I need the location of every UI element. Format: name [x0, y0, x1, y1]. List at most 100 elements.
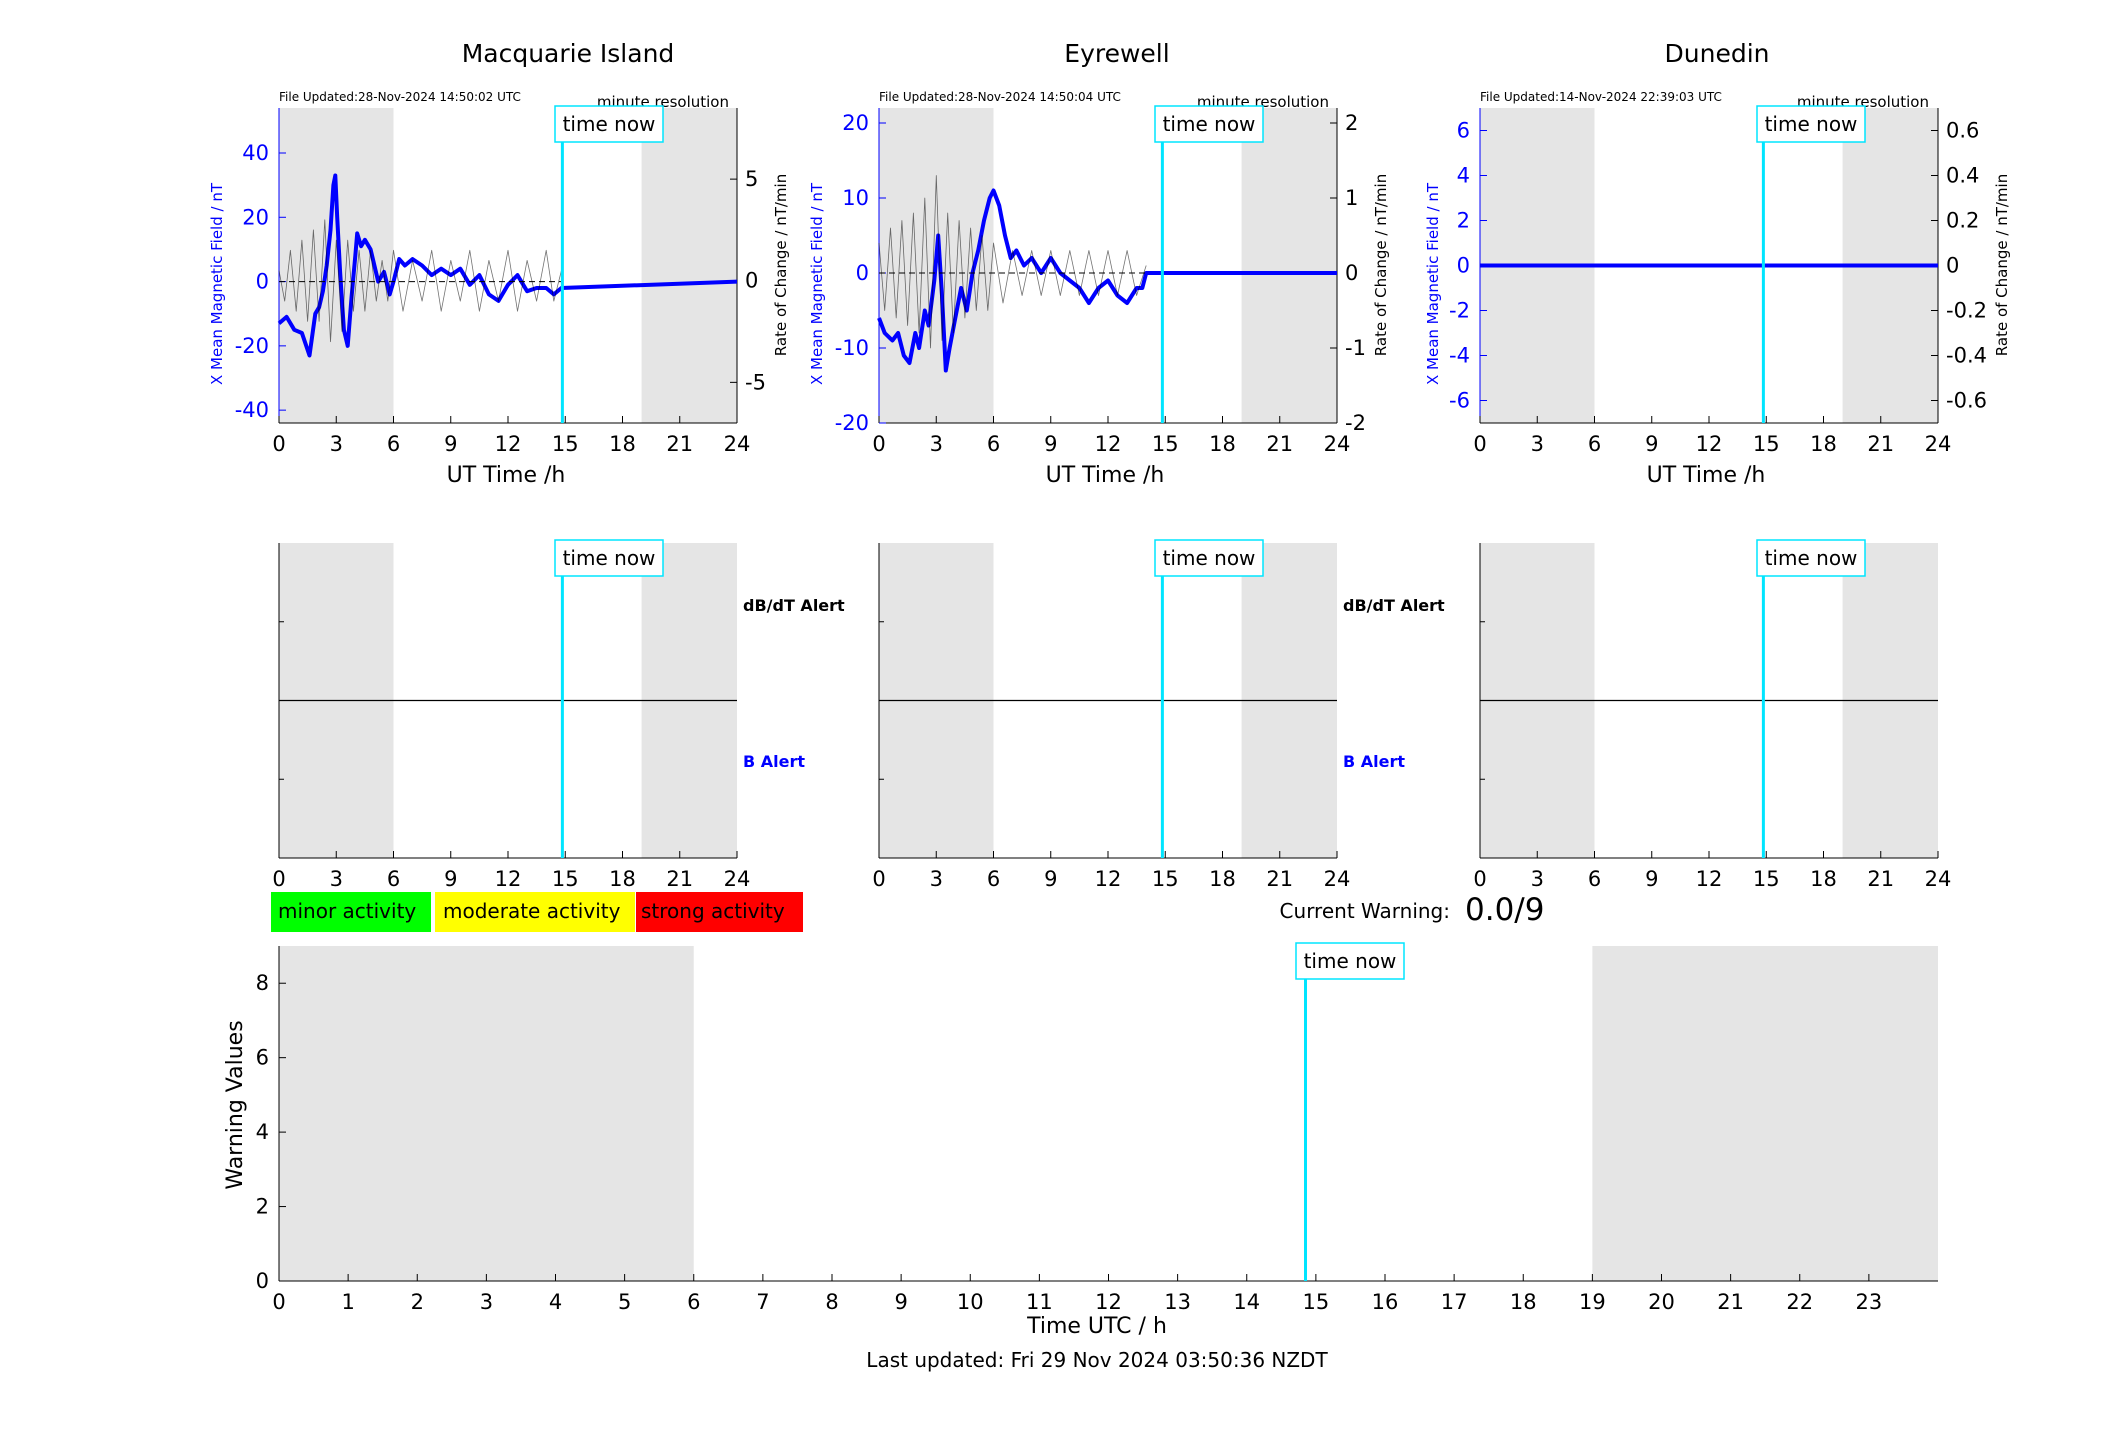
x-tick-label: 24 — [724, 432, 751, 456]
x-tick-label: 21 — [666, 867, 693, 891]
x-tick-label: 18 — [609, 432, 636, 456]
x-tick-label: 3 — [330, 867, 343, 891]
chart-title-macquarie: Macquarie Island — [462, 39, 675, 68]
y-right-tick-label: -1 — [1345, 336, 1366, 360]
ylabel-dunedin: X Mean Magnetic Field / nT — [1424, 182, 1442, 385]
y-tick-label: -2 — [1449, 299, 1470, 323]
x-tick-label: 15 — [552, 867, 579, 891]
x-tick-label: 6 — [987, 867, 1000, 891]
x-tick-label: 11 — [1026, 1290, 1053, 1314]
shaded-region — [279, 946, 694, 1281]
x-tick-label: 15 — [1152, 867, 1179, 891]
b-alert-label-macquarie: B Alert — [743, 752, 805, 771]
y-right-tick-label: -0.6 — [1946, 389, 1987, 413]
x-tick-label: 9 — [1044, 867, 1057, 891]
xlabel-dunedin: UT Time /h — [1647, 463, 1766, 488]
y-tick-label: -6 — [1449, 389, 1470, 413]
y-right-tick-label: -0.4 — [1946, 344, 1987, 368]
minor-activity-swatch — [271, 892, 431, 932]
y-right-tick-label: -5 — [745, 370, 766, 394]
time-now-label-dunedin-alert: time now — [1756, 539, 1866, 577]
x-tick-label: 18 — [1510, 1290, 1537, 1314]
x-tick-label: 4 — [549, 1290, 562, 1314]
axes-macquarie-alert: 0 3 6 9 12 15 18 21 24 — [272, 543, 750, 891]
x-tick-label: 24 — [1324, 432, 1351, 456]
x-tick-label: 9 — [1645, 432, 1658, 456]
current-warning-value: 0.0/9 — [1465, 892, 1544, 928]
x-tick-label: 21 — [1266, 867, 1293, 891]
x-tick-label: 0 — [872, 867, 885, 891]
y-right-tick-label: 0.4 — [1946, 164, 1979, 188]
x-tick-label: 12 — [495, 867, 522, 891]
y-tick-label: -20 — [835, 411, 869, 435]
y-tick-label: 6 — [1457, 119, 1470, 143]
y-right-tick-label: 0 — [1946, 254, 1959, 278]
y-tick-label: 8 — [256, 971, 269, 995]
axes-dunedin-field: 0 3 6 9 12 15 18 21 24-6-4-20246-0.6-0.4-0.200.2… — [1449, 108, 1987, 456]
y-right-tick-label: 5 — [745, 167, 758, 191]
y-right-tick-label: 0 — [745, 269, 758, 293]
y-tick-label: 6 — [256, 1046, 269, 1070]
time-now-text: time now — [563, 112, 656, 136]
y-tick-label: 0 — [256, 270, 269, 294]
rate-of-change-series — [278, 219, 562, 343]
time-now-text: time now — [1765, 112, 1858, 136]
x-tick-label: 18 — [1209, 867, 1236, 891]
x-tick-label: 15 — [1753, 432, 1780, 456]
axes-macquarie-field: 0 3 6 9 12 15 18 21 24 -40 -20 0 20 40 -5 0 5 — [235, 108, 766, 456]
axes-eyrewell-alert: 0 3 6 9 12 15 18 21 24 — [872, 543, 1350, 891]
current-warning-label: Current Warning: — [1280, 899, 1450, 923]
field-series — [277, 173, 738, 358]
x-tick-label: 18 — [609, 867, 636, 891]
x-tick-label: 13 — [1164, 1290, 1191, 1314]
x-tick-label: 0 — [272, 1290, 285, 1314]
time-now-label-macquarie: time now — [554, 105, 664, 143]
minor-activity-label: minor activity — [278, 899, 416, 923]
ylabel-right-macquarie: Rate of Change / nT/min — [772, 174, 790, 356]
time-now-label-warning: time now — [1295, 942, 1405, 980]
x-tick-label: 21 — [666, 432, 693, 456]
x-tick-label: 0 — [872, 432, 885, 456]
x-tick-label: 9 — [894, 1290, 907, 1314]
time-now-label-eyrewell: time now — [1154, 105, 1264, 143]
b-alert-label-eyrewell: B Alert — [1343, 752, 1405, 771]
y-tick-label: 10 — [842, 186, 869, 210]
dbdt-alert-label-eyrewell: dB/dT Alert — [1343, 596, 1445, 615]
xlabel-macquarie: UT Time /h — [447, 463, 566, 488]
time-now-text: time now — [1163, 546, 1256, 570]
y-right-tick-label: -0.2 — [1946, 299, 1987, 323]
x-tick-label: 6 — [1588, 432, 1601, 456]
xlabel-eyrewell: UT Time /h — [1046, 463, 1165, 488]
y-tick-label: -20 — [235, 334, 269, 358]
y-tick-label: 2 — [256, 1195, 269, 1219]
x-tick-label: 9 — [444, 432, 457, 456]
x-tick-label: 17 — [1441, 1290, 1468, 1314]
y-right-tick-label: -2 — [1345, 411, 1366, 435]
x-tick-label: 12 — [1095, 432, 1122, 456]
field-series — [877, 188, 1337, 373]
time-now-text: time now — [563, 546, 656, 570]
x-tick-label: 12 — [495, 432, 522, 456]
time-now-text: time now — [1163, 112, 1256, 136]
x-tick-label: 12 — [1095, 1290, 1122, 1314]
shaded-region — [641, 108, 737, 423]
chart-title-eyrewell: Eyrewell — [1064, 39, 1169, 68]
time-now-label-dunedin: time now — [1756, 105, 1866, 143]
y-tick-label: 2 — [1457, 209, 1470, 233]
y-right-tick-label: 0.6 — [1946, 119, 1979, 143]
ylabel-eyrewell: X Mean Magnetic Field / nT — [808, 182, 826, 385]
x-tick-label: 3 — [930, 867, 943, 891]
strong-activity-label: strong activity — [641, 899, 785, 923]
axes-warning-values: 0 1 2 3 4 5 6 7 8 9 10 11 12 13 14 15 16 17 18 19 20 21 22 2302… — [256, 946, 1938, 1314]
x-tick-label: 21 — [1867, 432, 1894, 456]
last-updated: Last updated: Fri 29 Nov 2024 03:50:36 N… — [866, 1348, 1328, 1372]
x-tick-label: 15 — [1152, 432, 1179, 456]
moderate-activity-label: moderate activity — [443, 899, 621, 923]
y-right-tick-label: 0 — [1345, 261, 1358, 285]
y-tick-label: 0 — [1457, 254, 1470, 278]
ylabel-right-eyrewell: Rate of Change / nT/min — [1372, 174, 1390, 356]
y-right-tick-label: 0.2 — [1946, 209, 1979, 233]
x-tick-label: 9 — [1044, 432, 1057, 456]
time-now-text: time now — [1304, 949, 1397, 973]
time-now-label-eyrewell-alert: time now — [1154, 539, 1264, 577]
